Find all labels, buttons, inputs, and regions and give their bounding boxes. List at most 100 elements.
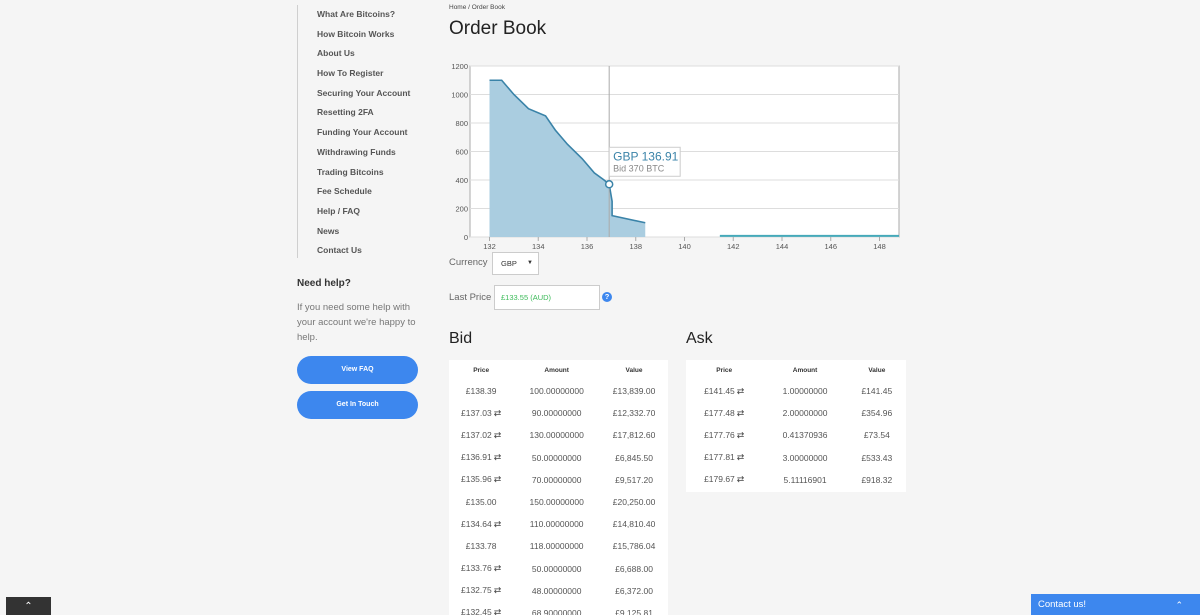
breadcrumb[interactable]: Home / Order Book bbox=[449, 4, 505, 11]
swap-arrows-icon[interactable]: ⇄ bbox=[493, 518, 502, 529]
table-row[interactable]: £135.00 150.00000000 £20,250.00 bbox=[449, 491, 668, 513]
cell-text: £9,517.20 bbox=[615, 474, 653, 485]
bid-table: Price Amount Value £138.39 100.00000000 £13,… bbox=[449, 360, 668, 615]
table-row[interactable]: £137.02 ⇄ 130.00000000 £17,812.60 bbox=[449, 424, 668, 446]
amount-cell: 70.00000000 bbox=[513, 469, 600, 491]
get-in-touch-button[interactable]: Get In Touch bbox=[297, 391, 418, 419]
price-cell: £177.81 ⇄ bbox=[686, 447, 762, 469]
cell-text: 50.00000000 bbox=[531, 452, 582, 463]
ask-table: Price Amount Value £141.45 ⇄ 1.00000000 £141.… bbox=[686, 360, 906, 491]
amount-cell: 5.11116901 bbox=[762, 469, 847, 491]
currency-value: GBP bbox=[501, 259, 517, 268]
sidebar-nav: What Are Bitcoins? How Bitcoin Works About… bbox=[297, 5, 422, 258]
amount-cell: 68.90000000 bbox=[513, 602, 600, 615]
table-row[interactable]: £134.64 ⇄ 110.00000000 £14,810.40 bbox=[449, 513, 668, 535]
cell-text: £179.67 bbox=[704, 474, 735, 485]
column-header: Amount bbox=[544, 366, 569, 374]
table-row[interactable]: £135.96 ⇄ 70.00000000 £9,517.20 bbox=[449, 469, 668, 491]
sidebar-item[interactable]: How To Register bbox=[317, 68, 384, 79]
cell-text: £6,688.00 bbox=[615, 563, 653, 574]
cell-text: £141.45 bbox=[861, 386, 893, 397]
sidebar-item[interactable]: Trading Bitcoins bbox=[317, 166, 384, 177]
tooltip-price: GBP 136.91 bbox=[613, 149, 678, 163]
table-row[interactable]: £133.78 118.00000000 £15,786.04 bbox=[449, 535, 668, 557]
swap-arrows-icon[interactable]: ⇄ bbox=[493, 474, 502, 485]
y-tick-label: 1000 bbox=[451, 91, 468, 100]
swap-arrows-icon[interactable]: ⇄ bbox=[736, 429, 745, 440]
depth-chart[interactable]: 0 200 400 600 800 1000 1200 132 134 136 138 140 142 1… bbox=[430, 56, 905, 256]
sidebar-item[interactable]: About Us bbox=[317, 48, 355, 59]
cell-text: 2.00000000 bbox=[782, 408, 828, 419]
x-tick-label: 134 bbox=[532, 242, 545, 251]
ask-title: Ask bbox=[686, 330, 713, 347]
price-cell: £141.45 ⇄ bbox=[686, 380, 762, 402]
value-cell: £73.54 bbox=[848, 424, 906, 446]
cell-text: £135.00 bbox=[465, 497, 497, 508]
swap-arrows-icon[interactable]: ⇄ bbox=[493, 452, 502, 463]
x-tick-label: 132 bbox=[483, 242, 496, 251]
table-row[interactable]: £177.48 ⇄ 2.00000000 £354.96 bbox=[686, 402, 906, 424]
value-cell: £6,372.00 bbox=[600, 580, 668, 602]
cell-text: £134.64 bbox=[461, 518, 492, 529]
table-row[interactable]: £132.45 ⇄ 68.90000000 £9,125.81 bbox=[449, 602, 668, 615]
sidebar-item[interactable]: News bbox=[317, 225, 340, 236]
table-row[interactable]: £138.39 100.00000000 £13,839.00 bbox=[449, 380, 668, 402]
sidebar-item[interactable]: Withdrawing Funds bbox=[317, 146, 396, 157]
swap-arrows-icon[interactable]: ⇄ bbox=[493, 563, 502, 574]
need-help-text: If you need some help with your account … bbox=[297, 302, 416, 343]
sidebar-item[interactable]: Help / FAQ bbox=[317, 205, 360, 216]
column-header: Value bbox=[868, 366, 886, 374]
swap-arrows-icon[interactable]: ⇄ bbox=[736, 385, 745, 396]
swap-arrows-icon[interactable]: ⇄ bbox=[736, 452, 745, 463]
value-cell: £20,250.00 bbox=[600, 491, 668, 513]
chevron-up-icon: ⌃ bbox=[24, 601, 33, 612]
sidebar-item[interactable]: How Bitcoin Works bbox=[317, 28, 395, 39]
price-cell: £134.64 ⇄ bbox=[449, 513, 513, 535]
scroll-to-top-button[interactable]: ⌃ bbox=[6, 597, 51, 615]
cell-text: 48.00000000 bbox=[531, 585, 582, 596]
swap-arrows-icon[interactable]: ⇄ bbox=[493, 607, 502, 615]
sidebar-item[interactable]: What Are Bitcoins? bbox=[317, 9, 396, 19]
swap-arrows-icon[interactable]: ⇄ bbox=[493, 407, 502, 418]
cell-text: £354.96 bbox=[861, 408, 893, 419]
sidebar-item[interactable]: Fee Schedule bbox=[317, 186, 372, 197]
cell-text: £177.81 bbox=[704, 452, 735, 463]
swap-arrows-icon[interactable]: ⇄ bbox=[493, 585, 502, 596]
cell-text: £15,786.04 bbox=[612, 541, 656, 552]
amount-cell: 100.00000000 bbox=[513, 380, 600, 402]
last-price-field[interactable] bbox=[494, 285, 600, 310]
table-row[interactable]: £136.91 ⇄ 50.00000000 £6,845.50 bbox=[449, 447, 668, 469]
table-row[interactable]: £137.03 ⇄ 90.00000000 £12,332.70 bbox=[449, 402, 668, 424]
cell-text: £14,810.40 bbox=[612, 519, 656, 530]
price-cell: £132.45 ⇄ bbox=[449, 602, 513, 615]
table-row[interactable]: £177.76 ⇄ 0.41370936 £73.54 bbox=[686, 424, 906, 446]
table-row[interactable]: £177.81 ⇄ 3.00000000 £533.43 bbox=[686, 447, 906, 469]
value-cell: £9,517.20 bbox=[600, 469, 668, 491]
swap-arrows-icon[interactable]: ⇄ bbox=[493, 429, 502, 440]
cell-text: £9,125.81 bbox=[615, 607, 653, 615]
sidebar-item[interactable]: Securing Your Account bbox=[317, 87, 411, 98]
sidebar-item[interactable]: Resetting 2FA bbox=[317, 107, 374, 118]
table-row[interactable]: £179.67 ⇄ 5.11116901 £918.32 bbox=[686, 469, 906, 491]
currency-select[interactable]: GBP ▼ bbox=[492, 252, 539, 275]
cell-text: £918.32 bbox=[861, 474, 893, 485]
cell-text: £133.76 bbox=[461, 563, 492, 574]
cell-text: 100.00000000 bbox=[529, 386, 584, 397]
table-row[interactable]: £133.76 ⇄ 50.00000000 £6,688.00 bbox=[449, 558, 668, 580]
x-tick-label: 146 bbox=[824, 242, 837, 251]
info-icon[interactable]: ? bbox=[602, 292, 612, 302]
price-cell: £135.00 bbox=[449, 491, 513, 513]
swap-arrows-icon[interactable]: ⇄ bbox=[736, 407, 745, 418]
cell-text: 150.00000000 bbox=[529, 497, 584, 508]
contact-us-bar[interactable]: Contact us! ⌃ bbox=[1031, 594, 1200, 615]
currency-label: Currency bbox=[449, 257, 488, 268]
tooltip-detail: Bid 370 BTC bbox=[613, 163, 665, 173]
sidebar-item[interactable]: Contact Us bbox=[317, 245, 362, 256]
table-row[interactable]: £132.75 ⇄ 48.00000000 £6,372.00 bbox=[449, 580, 668, 602]
swap-arrows-icon[interactable]: ⇄ bbox=[736, 474, 745, 485]
cell-text: 3.00000000 bbox=[782, 452, 828, 463]
sidebar-item[interactable]: Funding Your Account bbox=[317, 127, 408, 138]
view-faq-button[interactable]: View FAQ bbox=[297, 356, 418, 384]
table-row[interactable]: £141.45 ⇄ 1.00000000 £141.45 bbox=[686, 380, 906, 402]
amount-cell: 130.00000000 bbox=[513, 424, 600, 446]
